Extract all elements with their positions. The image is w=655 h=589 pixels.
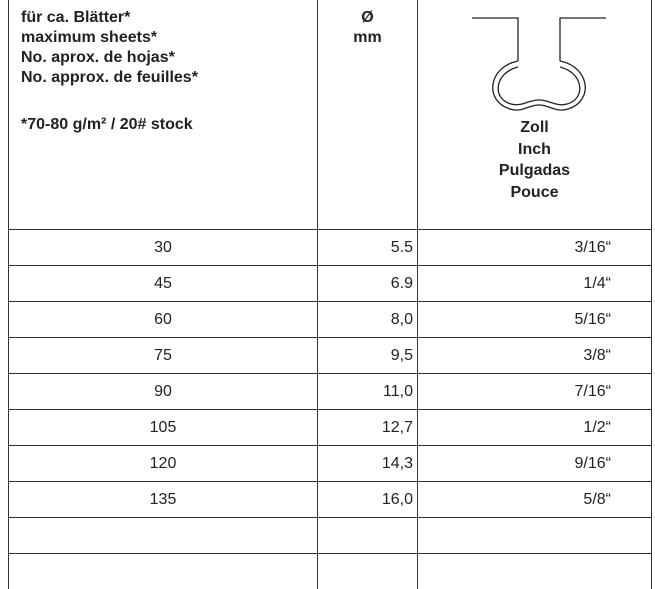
header-line: No. approx. de feuilles* (21, 68, 317, 88)
spec-table: für ca. Blätter* maximum sheets* No. apr… (8, 0, 652, 589)
header-line: Pulgadas (418, 160, 651, 182)
table-body: für ca. Blätter* maximum sheets* No. apr… (9, 0, 652, 589)
sheets-cell: 105 (9, 410, 318, 446)
diameter-cell: 5.5 (318, 230, 418, 266)
sheets-cell: 30 (9, 230, 318, 266)
header-line: Pouce (418, 182, 651, 204)
inch-cell: 1/4“ (418, 266, 652, 302)
diameter-cell: 6.9 (318, 266, 418, 302)
diameter-cell: 12,7 (318, 410, 418, 446)
header-line: für ca. Blätter* (21, 8, 317, 28)
header-line: maximum sheets* (21, 28, 317, 48)
header-diameter: Ø mm (318, 0, 418, 230)
header-line: Zoll (418, 117, 651, 139)
header-note: *70-80 g/m² / 20# stock (21, 115, 317, 135)
sheets-cell: 120 (9, 446, 318, 482)
empty-cell (9, 554, 318, 589)
inch-cell: 9/16“ (418, 446, 652, 482)
sheets-cell: 60 (9, 302, 318, 338)
empty-cell (418, 518, 652, 554)
diameter-cell: 11,0 (318, 374, 418, 410)
sheets-cell: 90 (9, 374, 318, 410)
header-line: No. aprox. de hojas* (21, 48, 317, 68)
header-inch: Zoll Inch Pulgadas Pouce (418, 0, 652, 230)
empty-cell (418, 554, 652, 589)
empty-cell (318, 554, 418, 589)
inch-cell: 5/16“ (418, 302, 652, 338)
ring-icon (418, 17, 655, 121)
header-row: für ca. Blätter* maximum sheets* No. apr… (9, 0, 652, 230)
diameter-cell: 14,3 (318, 446, 418, 482)
empty-cell (318, 518, 418, 554)
header-line: Ø (318, 8, 417, 28)
units: Zoll Inch Pulgadas Pouce (418, 117, 651, 203)
inch-cell: 3/8“ (418, 338, 652, 374)
inch-cell: 5/8“ (418, 482, 652, 518)
header-sheets: für ca. Blätter* maximum sheets* No. apr… (9, 0, 318, 230)
sheets-cell: 45 (9, 266, 318, 302)
sheets-cell: 75 (9, 338, 318, 374)
sheets-cell: 135 (9, 482, 318, 518)
diameter-cell: 8,0 (318, 302, 418, 338)
inch-cell: 1/2“ (418, 410, 652, 446)
empty-row (9, 554, 652, 589)
header-line: Inch (418, 139, 651, 161)
empty-cell (9, 518, 318, 554)
inch-cell: 7/16“ (418, 374, 652, 410)
header-line: mm (318, 28, 417, 48)
diameter-cell: 16,0 (318, 482, 418, 518)
inch-cell: 3/16“ (418, 230, 652, 266)
diameter-cell: 9,5 (318, 338, 418, 374)
empty-row (9, 518, 652, 554)
